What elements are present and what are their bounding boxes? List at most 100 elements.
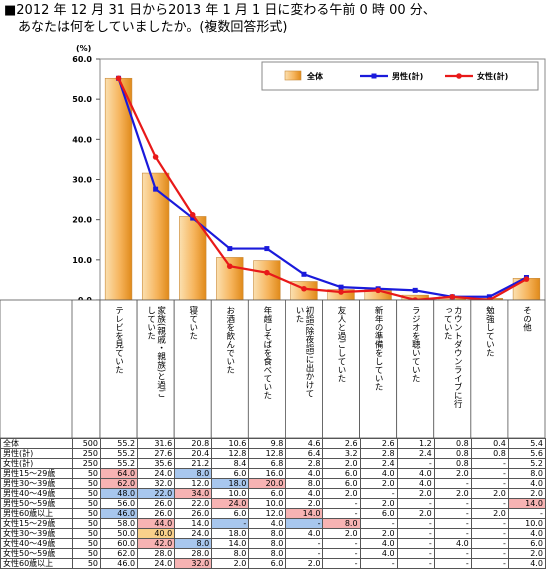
series-marker [523, 276, 530, 282]
table-cell: - [470, 548, 509, 559]
table-cell: 20.4 [174, 448, 213, 459]
category-label: ラジオを聴いていた [410, 306, 420, 383]
table-cell: 2.0 [322, 488, 361, 499]
table-cell: - [396, 518, 435, 529]
table-cell: - [285, 538, 324, 549]
chart-subtitle: あなたは何をしていましたか。(複数回答形式) [18, 20, 288, 35]
table-cell: 8.0 [248, 548, 287, 559]
table-cell: 2.0 [359, 498, 398, 509]
table-cell: - [433, 498, 472, 509]
table-cell: 8.0 [507, 468, 546, 479]
table-cell: 28.0 [137, 548, 176, 559]
row-sample-size: 50 [72, 518, 101, 529]
row-label: 女性40～49歳 [0, 538, 73, 549]
table-cell: 2.0 [359, 528, 398, 539]
table-cell: 4.0 [507, 558, 546, 569]
table-cell: - [470, 558, 509, 569]
table-cell: 6.0 [248, 488, 287, 499]
table-row: 全体 500 55.2 31.6 20.8 10.6 9.8 4.6 2.6 2.6 1.2 0.8 0… [0, 438, 546, 449]
table-cell: - [322, 538, 361, 549]
table-cell: 20.8 [174, 438, 213, 449]
category-label: テレビを見ていた [114, 306, 124, 374]
table-cell: - [396, 458, 435, 469]
table-cell: 4.0 [433, 538, 472, 549]
chart-title: ■2012 年 12 月 31 日から2013 年 1 月 1 日に変わる午前 … [4, 3, 436, 18]
row-sample-size: 50 [72, 558, 101, 569]
table-cell: 14.0 [285, 508, 324, 519]
table-cell: 2.0 [433, 488, 472, 499]
row-sample-size: 500 [72, 438, 101, 449]
y-tick-label: 60.0 [72, 55, 92, 64]
table-cell: - [359, 558, 398, 569]
y-tick-label: 50.0 [72, 95, 92, 104]
table-cell: 64.0 [99, 468, 139, 479]
table-cell: 0.8 [433, 458, 472, 469]
legend-swatch [284, 70, 302, 81]
table-cell: 2.0 [507, 488, 546, 499]
table-cell: - [322, 508, 361, 519]
series-marker [486, 294, 492, 300]
legend-label: 男性(計) [392, 71, 423, 81]
table-cell: 2.0 [396, 488, 435, 499]
table-row: 男性50～59歳 50 56.0 26.0 22.0 24.0 10.0 2.0-2.0- - -… [0, 498, 546, 509]
table-cell: 22.0 [137, 488, 176, 499]
table-cell: 2.0 [359, 478, 398, 489]
table-cell: - [285, 518, 324, 529]
table-cell: 20.0 [248, 478, 287, 489]
table-cell: 4.0 [359, 548, 398, 559]
table-cell: 5.4 [507, 438, 546, 449]
table-cell: - [359, 518, 398, 529]
table-cell: 4.0 [396, 468, 435, 479]
legend-label: 女性(計) [477, 71, 508, 81]
table-cell: 55.2 [99, 448, 139, 459]
series-marker [189, 212, 196, 218]
table-cell: 8.4 [211, 458, 250, 469]
table-row: 男性15～29歳 50 64.0 24.0 8.0 6.0 16.0 4.0 6.0 4.0 4.0… [0, 468, 546, 479]
table-cell: 4.0 [285, 468, 324, 479]
table-cell: 2.6 [359, 438, 398, 449]
row-label: 女性50～59歳 [0, 548, 73, 559]
series-marker [226, 263, 233, 270]
table-cell: 2.4 [396, 448, 435, 459]
category-label: 友人と過ごしていた [336, 305, 346, 382]
table-cell: - [396, 558, 435, 569]
table-cell: 46.0 [99, 508, 139, 519]
row-sample-size: 50 [72, 488, 101, 499]
category-label: っていた [442, 306, 452, 340]
table-cell: 10.6 [211, 438, 250, 449]
category-label: 年越しそばを食べていた [262, 305, 272, 399]
table-cell: 14.0 [174, 518, 213, 529]
table-cell: 4.6 [285, 438, 324, 449]
table-cell: 27.6 [137, 448, 176, 459]
table-cell: 40.0 [137, 528, 176, 539]
category-label: 家族(親戚・親族)と過ご [156, 305, 166, 397]
table-cell: 5.6 [507, 448, 546, 459]
table-cell: 2.0 [285, 498, 324, 509]
table-cell: 50.0 [99, 528, 139, 539]
series-marker [412, 287, 418, 293]
row-label: 男性30～39歳 [0, 478, 73, 489]
bar [253, 260, 281, 301]
table-cell: 28.0 [174, 548, 213, 559]
table-cell: 4.0 [359, 468, 398, 479]
table-cell: 26.0 [137, 508, 176, 519]
series-marker [152, 154, 159, 160]
series-marker [338, 284, 344, 290]
category-label: 初詣(除夜詣)に出かけて [304, 305, 314, 397]
table-cell: 6.0 [211, 508, 250, 519]
table-cell: - [470, 528, 509, 539]
table-cell: 3.2 [322, 448, 361, 459]
row-label: 全体 [0, 438, 73, 449]
category-label: お酒を飲んでいた [225, 306, 235, 374]
table-cell: 55.2 [99, 458, 139, 469]
table-cell: - [396, 538, 435, 549]
series-marker [264, 269, 270, 276]
row-label: 男性60歳以上 [0, 508, 73, 519]
chart-area: 0.010.020.030.040.050.060.0(%)全体男性(計)女性(… [0, 44, 546, 439]
table-cell: 42.0 [137, 538, 176, 549]
series-marker [375, 287, 381, 294]
bar [179, 216, 207, 301]
table-cell: 4.0 [285, 488, 324, 499]
table-row: 男性40～49歳 50 48.0 22.0 34.0 10.0 6.0 4.0 2.0-2.0 2… [0, 488, 546, 499]
table-row: 男性(計) 250 55.2 27.6 20.4 12.8 12.8 6.4 3.2 2.8 2.4… [0, 448, 546, 459]
